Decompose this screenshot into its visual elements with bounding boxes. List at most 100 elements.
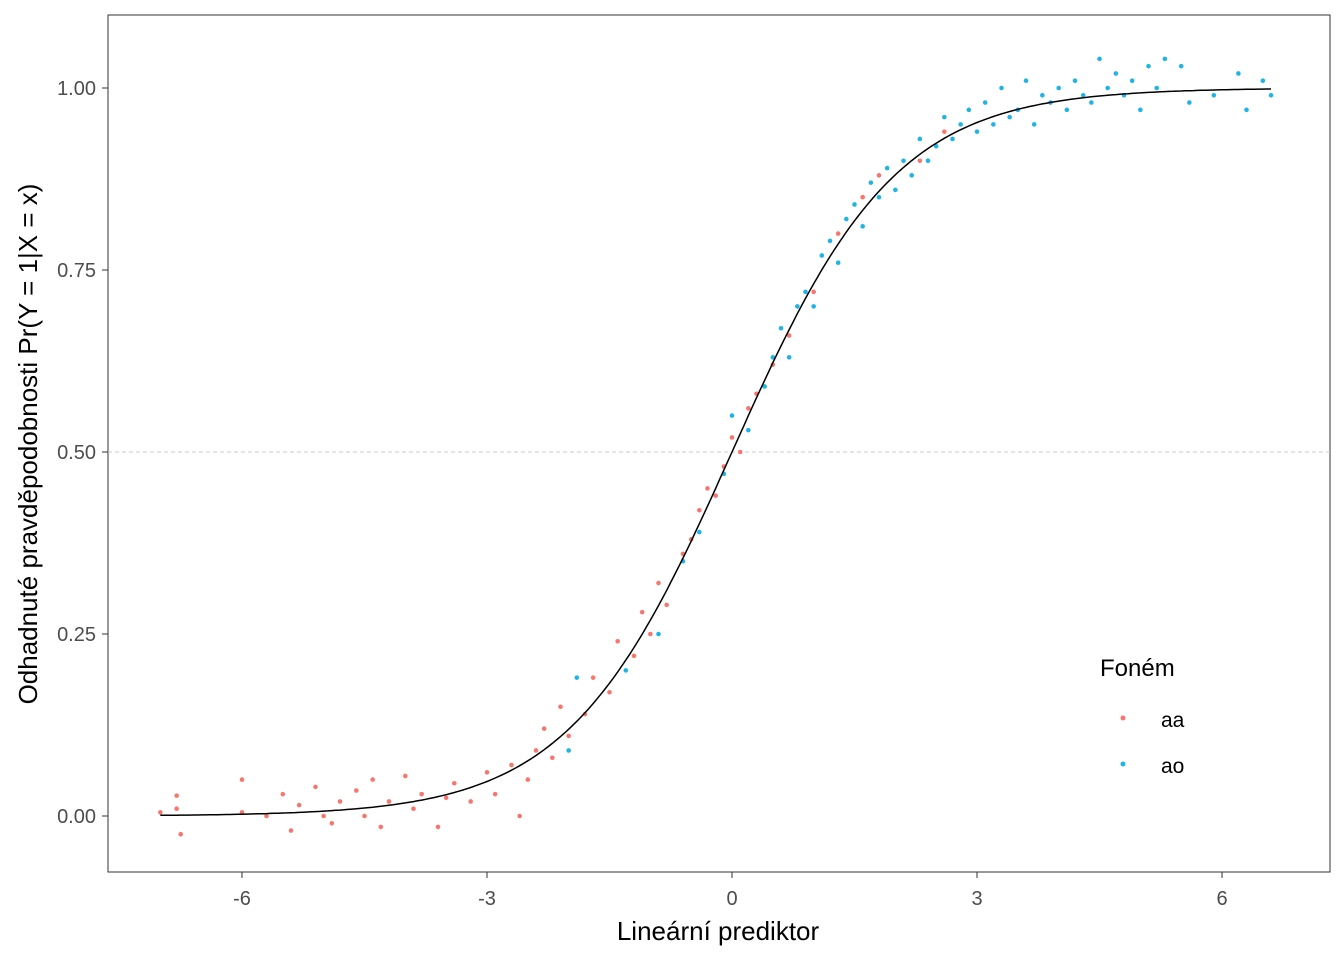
point-aa	[386, 799, 392, 804]
point-aa	[362, 813, 367, 819]
point-aa	[631, 653, 637, 659]
y-axis: 0.00 0.25 0.50 0.75 1.00	[57, 78, 108, 828]
point-ao	[746, 427, 751, 433]
point-ao	[958, 122, 963, 127]
point-aa	[329, 820, 335, 826]
point-ao	[819, 253, 825, 258]
point-ao	[1023, 78, 1029, 84]
x-tick-label: 3	[971, 888, 982, 910]
point-aa	[158, 810, 163, 815]
point-ao	[860, 224, 865, 229]
point-ao	[1113, 71, 1119, 76]
point-ao	[835, 260, 841, 266]
point-aa	[452, 780, 457, 786]
legend-label-ao: ao	[1161, 755, 1184, 778]
point-aa	[876, 173, 882, 178]
x-tick-label: 6	[1216, 888, 1227, 910]
plot-panel	[107, 14, 1331, 873]
point-ao	[1040, 92, 1045, 98]
point-ao	[1162, 56, 1168, 62]
point-aa	[746, 406, 751, 411]
point-aa	[468, 799, 473, 804]
points-layer	[158, 56, 1274, 837]
point-ao	[893, 187, 898, 193]
point-aa	[280, 791, 286, 797]
legend-title: Foném	[1100, 655, 1175, 682]
point-ao	[1236, 71, 1241, 76]
point-aa	[378, 824, 384, 830]
point-ao	[942, 114, 947, 120]
point-ao	[1244, 107, 1249, 113]
point-aa	[419, 791, 424, 797]
point-ao	[762, 384, 767, 389]
point-aa	[737, 449, 743, 455]
point-aa	[860, 194, 865, 200]
point-aa	[917, 158, 923, 164]
point-aa	[942, 129, 947, 134]
point-aa	[835, 231, 841, 236]
point-aa	[517, 813, 522, 819]
point-ao	[1080, 92, 1086, 98]
point-aa	[403, 773, 408, 779]
logistic-curve	[160, 88, 1271, 817]
point-ao	[1064, 107, 1070, 113]
point-aa	[296, 802, 302, 808]
y-axis-label: Odhadnuté pravděpodobnosti Pr(Y = 1|X = …	[13, 184, 43, 705]
point-ao	[786, 355, 792, 360]
point-ao	[933, 143, 939, 149]
legend-label-aa: aa	[1161, 709, 1185, 732]
legend-key-aa	[1120, 715, 1126, 721]
point-ao	[876, 194, 882, 200]
point-ao	[1187, 100, 1192, 105]
point-aa	[550, 755, 555, 761]
point-aa	[590, 675, 596, 680]
point-aa	[786, 333, 792, 338]
point-aa	[288, 828, 294, 833]
point-aa	[729, 435, 735, 440]
point-ao	[1138, 107, 1143, 113]
x-tick-label: 0	[726, 888, 737, 910]
point-ao	[1007, 114, 1012, 120]
point-aa	[492, 791, 498, 797]
point-aa	[533, 748, 539, 753]
point-ao	[656, 631, 661, 637]
point-aa	[664, 602, 669, 608]
legend: Foném aa ao	[1100, 655, 1185, 778]
point-aa	[639, 609, 645, 615]
point-ao	[901, 158, 906, 164]
point-aa	[239, 777, 245, 782]
point-ao	[1072, 78, 1078, 84]
point-ao	[1154, 85, 1159, 91]
point-ao	[1097, 56, 1102, 62]
y-tick-label: 0.75	[57, 260, 96, 282]
y-tick-label: 0.50	[57, 442, 96, 464]
point-aa	[443, 795, 449, 801]
point-aa	[558, 704, 563, 710]
point-ao	[868, 180, 874, 185]
point-ao	[811, 304, 816, 309]
point-ao	[991, 122, 996, 127]
point-ao	[729, 413, 735, 418]
point-ao	[909, 173, 914, 178]
point-aa	[321, 813, 326, 819]
point-aa	[435, 824, 441, 830]
x-axis-label: Lineární prediktor	[617, 916, 820, 946]
point-aa	[264, 813, 269, 819]
point-aa	[615, 638, 620, 644]
point-ao	[778, 325, 784, 331]
point-ao	[1089, 100, 1094, 105]
point-aa	[178, 831, 184, 837]
point-aa	[648, 631, 653, 637]
point-ao	[697, 529, 702, 535]
x-tick-label: -6	[233, 888, 251, 910]
point-ao	[917, 136, 923, 142]
point-ao	[1178, 63, 1184, 69]
point-ao	[795, 304, 800, 309]
y-tick-label: 0.00	[57, 806, 96, 828]
point-ao	[827, 238, 833, 244]
point-ao	[803, 289, 808, 295]
point-aa	[566, 733, 571, 739]
point-aa	[411, 806, 416, 812]
point-ao	[966, 107, 972, 113]
